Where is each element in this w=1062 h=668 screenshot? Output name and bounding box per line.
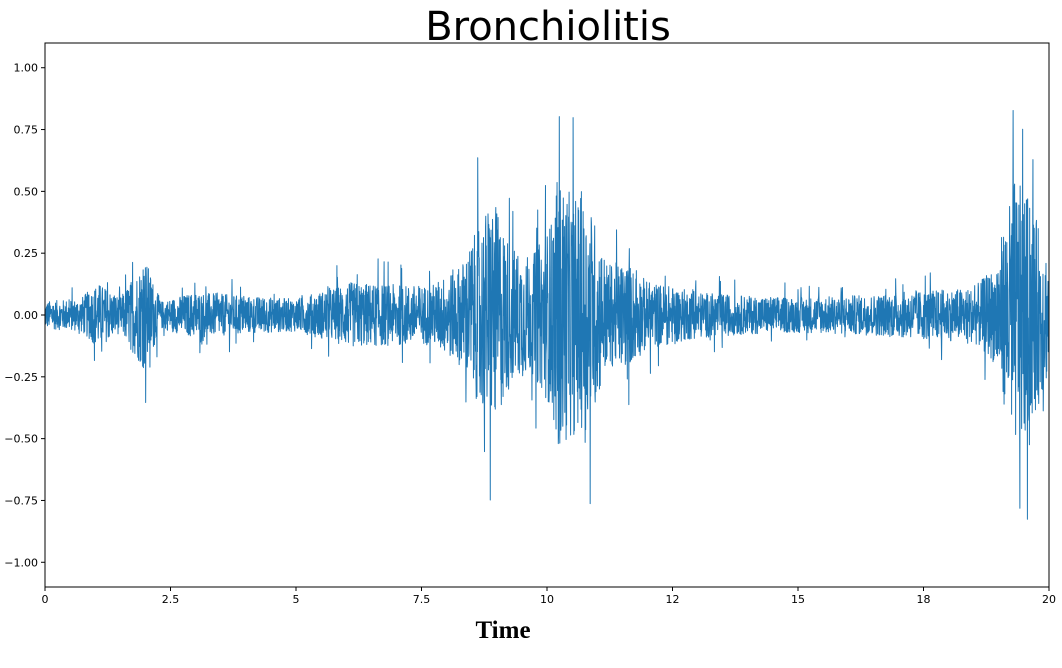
x-axis-label: Time xyxy=(475,617,530,644)
plot-area xyxy=(44,110,1050,520)
y-tick-label: 0.00 xyxy=(14,309,39,322)
y-tick-label: 0.25 xyxy=(14,247,39,260)
chart-title: Bronchiolitis xyxy=(425,4,671,50)
y-tick-label: −0.25 xyxy=(4,371,38,384)
x-axis: 0 2.5 5 7.5 10 12 15 18 20 xyxy=(42,587,1056,606)
x-tick-label: 2.5 xyxy=(162,593,180,606)
x-tick-label: 5 xyxy=(293,593,300,606)
y-axis: 1.00 0.75 0.50 0.25 0.00 −0.25 −0.50 −0.75 −1.00 xyxy=(4,62,45,569)
waveform-series-line xyxy=(44,110,1050,520)
x-tick-label: 12 xyxy=(666,593,680,606)
x-tick-label: 10 xyxy=(540,593,554,606)
x-tick-label: 18 xyxy=(917,593,931,606)
y-tick-label: 0.50 xyxy=(14,185,39,198)
y-tick-label: −0.75 xyxy=(4,494,38,507)
y-tick-label: 1.00 xyxy=(14,62,39,75)
x-tick-label: 15 xyxy=(791,593,805,606)
x-tick-label: 7.5 xyxy=(413,593,431,606)
y-tick-label: −1.00 xyxy=(4,556,38,569)
y-tick-label: 0.75 xyxy=(14,124,39,137)
x-tick-label: 20 xyxy=(1042,593,1056,606)
y-tick-label: −0.50 xyxy=(4,433,38,446)
x-tick-label: 0 xyxy=(42,593,49,606)
